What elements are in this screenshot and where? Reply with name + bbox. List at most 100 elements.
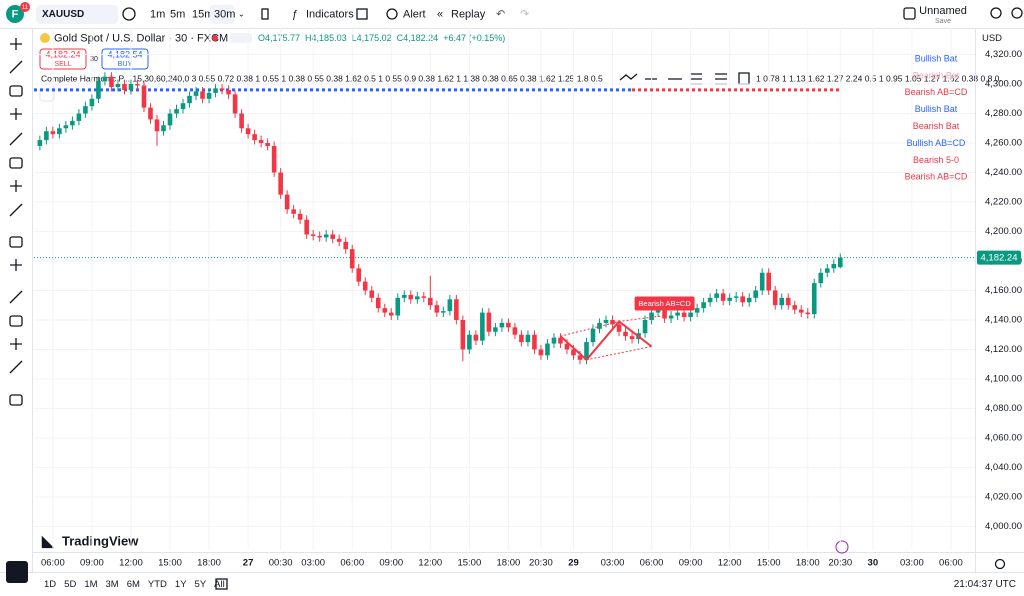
data-source[interactable] [230, 33, 252, 43]
tool-icon[interactable] [10, 108, 22, 120]
candle-body [538, 349, 544, 356]
y-tick-label: 4,020.00 [985, 491, 1022, 502]
range-button[interactable]: 1M [84, 579, 97, 590]
templates-icon[interactable] [356, 8, 368, 20]
tool-icon[interactable] [9, 85, 23, 97]
replay-button[interactable]: Replay [451, 8, 486, 20]
settings[interactable] [1011, 7, 1023, 19]
quick-search[interactable] [990, 7, 1002, 19]
tool-icon[interactable] [9, 203, 23, 217]
range-button[interactable]: 1D [44, 579, 56, 590]
interval-button[interactable]: 1m [150, 8, 165, 20]
x-tick-label: 20:30 [828, 558, 852, 569]
symbol-search[interactable] [36, 5, 118, 24]
candle-body [141, 85, 147, 108]
candle-body [577, 355, 583, 360]
tool-icon[interactable] [9, 315, 23, 327]
tool-icon[interactable] [10, 259, 22, 271]
tool-icon[interactable] [9, 290, 23, 304]
tool-icon[interactable] [9, 132, 23, 146]
tool-icon[interactable] [9, 236, 23, 248]
range-button[interactable]: 6M [127, 579, 140, 590]
x-tick-label: 09:00 [679, 558, 703, 569]
instrument-icon [40, 33, 50, 43]
candle-body [310, 234, 316, 236]
avatar-letter: F [12, 8, 19, 20]
logo-mark: ◣ [41, 533, 55, 550]
y-tick-label: 4,200.00 [985, 226, 1022, 237]
candle-body [688, 312, 693, 318]
candle-body [727, 297, 732, 301]
avatar[interactable] [6, 5, 24, 23]
pattern-list-item: Bullish Bat [915, 104, 958, 114]
tool-icon[interactable] [9, 60, 23, 74]
candle-body [616, 324, 622, 332]
tool-icon[interactable] [9, 360, 23, 374]
replay-icon: « [437, 8, 443, 20]
candle-body [193, 91, 199, 96]
tool-icon[interactable] [9, 157, 23, 169]
tool-icon[interactable] [10, 180, 22, 192]
tool-icon[interactable] [10, 38, 22, 50]
candle-body [70, 120, 75, 126]
candle-body [219, 88, 225, 90]
add-symbol[interactable] [122, 7, 136, 21]
candle-body [245, 128, 251, 135]
axis-settings[interactable] [994, 558, 1006, 570]
candle-body [271, 145, 277, 173]
tool-icon[interactable] [9, 394, 23, 406]
candle-body [252, 134, 257, 141]
layout-checkbox[interactable] [903, 7, 916, 20]
candle-body [629, 336, 635, 340]
candle-body [291, 209, 296, 214]
date-range-icon[interactable] [215, 578, 228, 590]
tool-icon[interactable] [10, 338, 22, 350]
range-button[interactable]: 5Y [195, 579, 207, 590]
candle-body [824, 268, 830, 273]
indicators-button[interactable]: Indicators [306, 8, 354, 20]
y-tick-label: 4,220.00 [985, 197, 1022, 208]
save[interactable]: Save [935, 18, 951, 25]
x-tick-label: 12:00 [418, 558, 442, 569]
candle-body [206, 92, 212, 99]
interval-dropdown[interactable]: ⌄ [238, 10, 245, 19]
chart-type[interactable] [261, 8, 269, 20]
y-tick-label: 4,280.00 [985, 108, 1022, 119]
interval-button[interactable]: 30m [214, 8, 235, 20]
candle-body [753, 290, 758, 298]
candle-body [161, 125, 166, 132]
redo[interactable]: ↷ [520, 8, 529, 20]
range-button[interactable]: 3M [106, 579, 119, 590]
interval-button[interactable]: 5m [170, 8, 185, 20]
clock: 21:04:37 UTC [954, 579, 1016, 590]
layout-name[interactable]: Unnamed [919, 5, 967, 17]
range-button[interactable]: 1Y [175, 579, 187, 590]
y-tick-label: 4,000.00 [985, 521, 1022, 532]
sell-label: SELL [54, 61, 71, 68]
events-icon[interactable] [835, 540, 849, 554]
candle-body [96, 81, 101, 99]
candle-body [545, 343, 550, 356]
candle-body [167, 113, 173, 126]
x-tick-label: 03:00 [900, 558, 924, 569]
candle-body [467, 334, 472, 350]
badge [20, 2, 30, 12]
candle-body [37, 140, 43, 146]
interval-button[interactable]: 15m [192, 8, 213, 20]
candle-body [675, 312, 680, 316]
undo[interactable]: ↶ [496, 8, 505, 20]
alert-button[interactable]: Alert [403, 8, 426, 20]
range-button[interactable]: All [214, 579, 225, 590]
sell-button[interactable] [39, 48, 87, 70]
range-button[interactable]: 5D [64, 579, 76, 590]
indicators-icon: ƒ [292, 8, 298, 20]
favorites-toggle[interactable] [6, 561, 28, 583]
candle-body [102, 76, 108, 82]
candle-body [707, 297, 713, 303]
candle-body [447, 299, 453, 312]
buy-button[interactable] [101, 48, 149, 70]
range-button[interactable]: YTD [148, 579, 167, 590]
candle-body [454, 299, 459, 320]
pattern-label-box [634, 296, 695, 311]
